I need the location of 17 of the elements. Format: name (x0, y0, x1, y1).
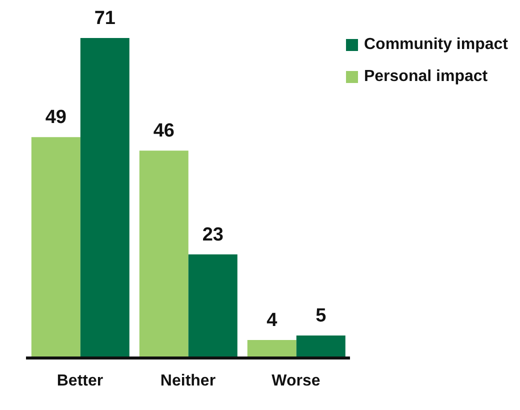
bar (31, 137, 80, 358)
x-tick-label: Worse (272, 372, 320, 390)
legend-label: Community impact (364, 36, 508, 54)
bar (188, 254, 238, 358)
data-label: 23 (202, 224, 224, 246)
x-tick-label: Better (56, 372, 104, 390)
legend-label: Personal impact (364, 68, 488, 86)
data-label: 5 (316, 305, 327, 326)
bar (247, 340, 296, 358)
bar (139, 150, 188, 358)
bar (80, 38, 130, 358)
x-tick-label: Neither (160, 372, 216, 390)
data-label: 4 (266, 310, 278, 331)
data-label: 46 (153, 120, 174, 142)
bar (296, 335, 346, 358)
data-label: 71 (94, 8, 116, 29)
data-label: 49 (45, 107, 66, 128)
